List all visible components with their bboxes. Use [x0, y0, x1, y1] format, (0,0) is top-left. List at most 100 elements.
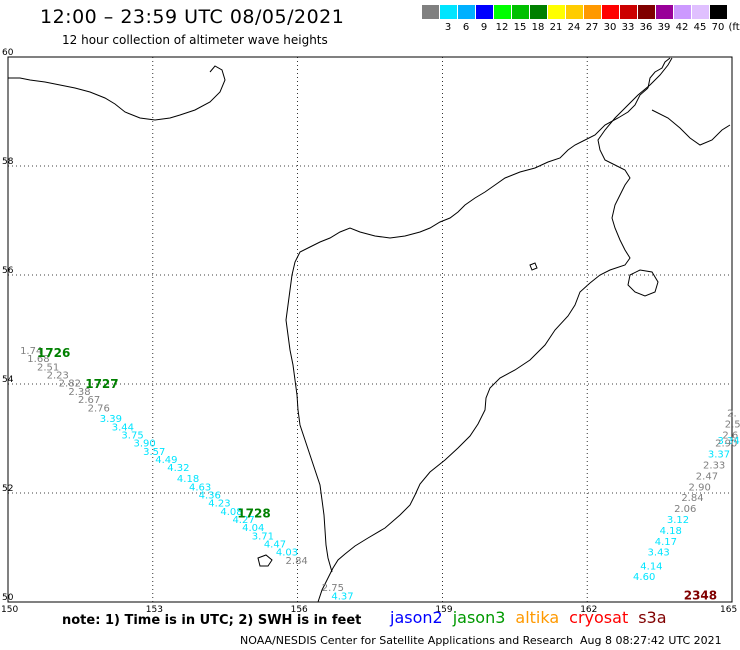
scale-label: 27: [585, 22, 599, 33]
wave-height-label: 1.68: [27, 354, 49, 365]
wave-height-label: 3.71: [252, 531, 274, 542]
kamchatka-west-coast: [317, 57, 673, 603]
wave-height-label: 4.32: [167, 463, 189, 474]
scale-swatch: [638, 5, 655, 19]
wave-height-label: 3.39: [100, 414, 122, 425]
wave-height-label: 2.82: [59, 379, 81, 390]
lon-tick-label: 162: [580, 605, 597, 615]
kuril-island: [257, 554, 273, 567]
pass-time-label: 1726: [37, 346, 70, 360]
wave-height-label: 4.47: [264, 540, 286, 551]
wave-height-label: 2.23: [47, 371, 69, 382]
scale-label: 3: [444, 22, 452, 33]
scale-label: 36: [639, 22, 653, 33]
scale-label: 21: [549, 22, 563, 33]
scale-label: 70: [711, 22, 725, 33]
wave-height-label: 3.57: [143, 447, 165, 458]
small-island-a: [529, 262, 538, 271]
scale-swatch: [656, 5, 673, 19]
wave-height-label: 2.84: [681, 493, 703, 504]
pass-time-label: 2348: [684, 588, 717, 602]
map-title: 12:00 – 23:59 UTC 08/05/2021: [40, 6, 345, 28]
scale-swatch: [692, 5, 709, 19]
satellite-s3a: s3a: [638, 608, 667, 627]
wave-height-label: 3.43: [648, 548, 670, 559]
okhotsk-north-shore: [8, 65, 226, 121]
pass-time-label: 1728: [237, 507, 270, 521]
scale-label: 24: [567, 22, 581, 33]
wave-height-label: 3.44: [112, 422, 134, 433]
wave-height-label: 1.74: [20, 346, 42, 357]
okhotsk-north-coast: [647, 57, 671, 89]
lat-tick-label: 54: [2, 375, 14, 385]
wave-height-label: 2.75: [322, 583, 344, 594]
lon-tick-label: 153: [146, 605, 163, 615]
note-text: note: 1) Time is in UTC; 2) SWH is in fe…: [62, 613, 362, 628]
wave-height-label: 4.18: [177, 474, 199, 485]
map-subtitle: 12 hour collection of altimeter wave hei…: [62, 33, 328, 47]
wave-height-label: 4.03: [276, 548, 298, 559]
wave-height-label: 4.37: [331, 591, 353, 602]
footer-timestamp: Aug 8 08:27:42 UTC 2021: [580, 634, 722, 647]
wave-height-label: 2.51: [37, 362, 59, 373]
graticule: 60 58 56 54 52 50 150 153 156 159 162 165: [1, 48, 737, 615]
wave-height-label: 3.90: [133, 439, 155, 450]
wave-height-label: 3.12: [667, 515, 689, 526]
map-frame: [7, 56, 733, 603]
wave-height-label: 2.90: [689, 482, 711, 493]
scale-swatch: [566, 5, 583, 19]
satellite-jason2: jason2: [390, 608, 443, 627]
wave-height-label: 2.67: [78, 395, 100, 406]
scale-swatch: [602, 5, 619, 19]
wave-height-label: 2.84: [286, 556, 308, 567]
wave-height-label: 2.76: [88, 403, 110, 414]
wave-height-label: 2.33: [703, 460, 725, 471]
wave-height-label: 4.23: [208, 499, 230, 510]
scale-swatch: [422, 5, 439, 19]
wave-height-label: 4.49: [155, 455, 177, 466]
satellite-legend: jason2 jason3 altika cryosat s3a: [390, 608, 677, 627]
lat-tick-label: 56: [2, 266, 14, 276]
scale-swatch: [620, 5, 637, 19]
scale-swatch: [440, 5, 457, 19]
wave-height-label: 4.27: [232, 515, 254, 526]
karaginsky-island: [627, 269, 659, 297]
scale-label: 6: [462, 22, 470, 33]
scale-label: 9: [480, 22, 488, 33]
wave-height-label: 2.6: [722, 431, 738, 442]
wave-height-label: 2.38: [68, 387, 90, 398]
satellite-cryosat: cryosat: [569, 608, 629, 627]
scale-label: 39: [657, 22, 671, 33]
wave-height-label: 4.60: [633, 572, 655, 583]
satellite-altika: altika: [515, 608, 560, 627]
scale-swatch: [548, 5, 565, 19]
wave-height-label: 4.63: [189, 482, 211, 493]
lat-tick-label: 50: [2, 593, 14, 603]
scale-label: 15: [513, 22, 527, 33]
wave-height-label: 3.37: [708, 450, 730, 461]
lat-tick-label: 60: [2, 48, 14, 58]
scale-swatch: [674, 5, 691, 19]
pass-time-label: 1727: [85, 377, 118, 391]
kamchatka-west-shore: [285, 87, 649, 573]
lat-tick-label: 58: [2, 157, 14, 167]
wave-height-label: 4.17: [655, 537, 677, 548]
coastline: [8, 57, 731, 603]
wave-height-label: 2.5: [725, 420, 740, 431]
wave-height-label: 2.06: [674, 504, 696, 515]
wave-height-label: 4.04: [242, 523, 264, 534]
altimeter-tracks: 1.741.682.512.232.822.382.672.763.393.44…: [20, 346, 740, 603]
wave-height-label: 4.14: [640, 561, 662, 572]
scale-swatch: [512, 5, 529, 19]
wave-height-label: 2.: [727, 409, 737, 420]
scale-unit: (ft): [728, 22, 740, 33]
lon-tick-label: 159: [435, 605, 452, 615]
lon-tick-label: 156: [291, 605, 308, 615]
scale-swatch: [710, 5, 727, 19]
scale-swatch: [494, 5, 511, 19]
lat-tick-label: 52: [2, 484, 13, 494]
scale-label: 42: [675, 22, 689, 33]
wave-height-label: 4.36: [199, 490, 221, 501]
wave-height-label: 4.08: [220, 507, 242, 518]
